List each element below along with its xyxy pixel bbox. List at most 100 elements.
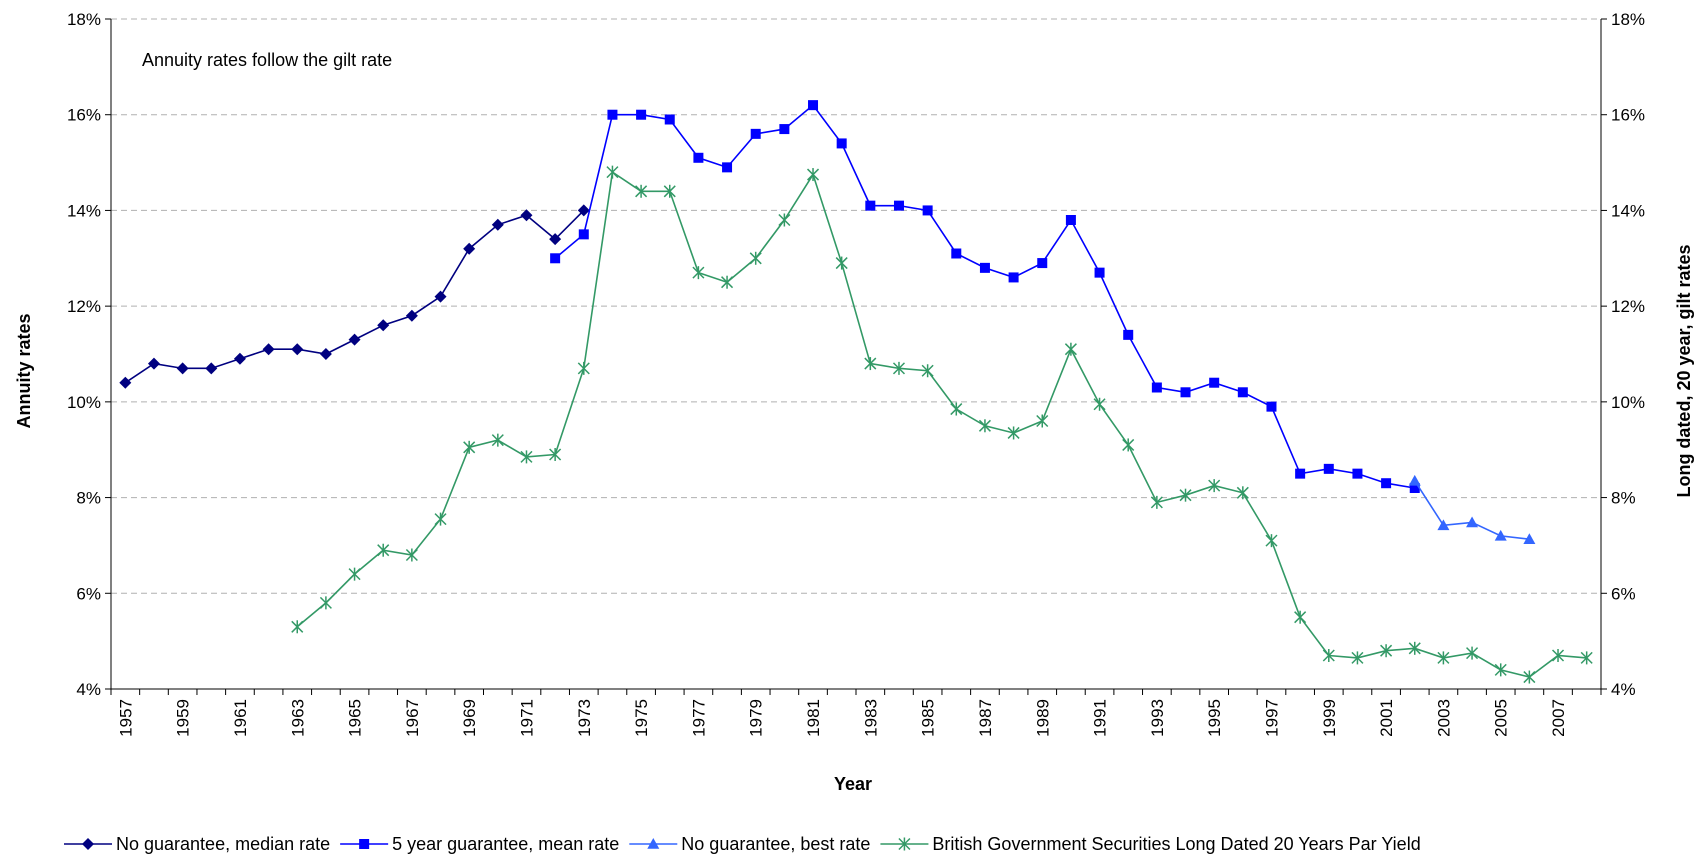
data-point [865, 200, 876, 211]
data-point [577, 204, 590, 217]
data-point [549, 233, 562, 246]
data-point [806, 168, 820, 182]
data-point [1523, 533, 1536, 545]
data-point [176, 362, 189, 375]
x-tick-label: 2007 [1549, 699, 1568, 737]
data-point [1237, 387, 1248, 398]
x-tick-label: 1977 [689, 699, 708, 737]
data-point [606, 165, 619, 179]
data-point [1236, 486, 1249, 500]
data-point [1123, 329, 1134, 340]
data-point [635, 184, 648, 198]
x-tick-label: 1989 [1033, 699, 1052, 737]
data-point [836, 138, 847, 149]
grid-layer [111, 18, 1601, 594]
data-point [233, 352, 246, 365]
series-line [296, 170, 1587, 678]
x-tick-label: 1991 [1091, 699, 1110, 737]
x-tick-label: 1965 [346, 699, 365, 737]
chart-annotation: Annuity rates follow the gilt rate [142, 50, 392, 70]
data-point [491, 218, 504, 231]
y-axis-left-title: Annuity rates [14, 313, 34, 428]
series-line [1414, 480, 1530, 541]
data-point [405, 309, 418, 322]
y-tick-label-right: 18% [1611, 10, 1645, 29]
y-tick-label-left: 4% [76, 680, 101, 699]
data-point [663, 184, 676, 198]
data-point [1094, 267, 1105, 278]
data-point [1037, 258, 1048, 269]
y-tick-label-right: 12% [1611, 297, 1645, 316]
data-point [291, 343, 304, 356]
data-point [693, 152, 704, 163]
data-point [607, 109, 618, 120]
data-point [520, 450, 533, 464]
x-tick-label: 1957 [116, 699, 135, 737]
data-point [1265, 534, 1278, 548]
data-point [405, 548, 418, 562]
legend-label: 5 year guarantee, mean rate [392, 834, 619, 854]
data-point [434, 512, 447, 526]
y-tick-label-left: 18% [67, 10, 101, 29]
data-point [892, 361, 906, 375]
legend-marker [82, 838, 94, 850]
x-tick-label: 1997 [1262, 699, 1281, 737]
data-point [1408, 641, 1421, 655]
x-tick-label: 1983 [861, 699, 880, 737]
y-tick-label-left: 10% [67, 393, 101, 412]
data-point [377, 543, 390, 557]
data-point [1150, 495, 1163, 509]
x-tick-label: 1995 [1205, 699, 1224, 737]
data-point [921, 364, 934, 378]
legend: No guarantee, median rate 5 year guarante… [64, 834, 1421, 854]
series-layer [119, 100, 1593, 684]
data-point [1494, 663, 1507, 677]
data-point [835, 256, 848, 270]
data-point [1180, 387, 1191, 398]
data-point [864, 357, 877, 371]
data-point [1008, 272, 1019, 283]
x-tick-label: 1967 [403, 699, 422, 737]
data-point [1381, 478, 1392, 489]
data-point [491, 433, 504, 447]
data-point [1065, 215, 1076, 225]
x-tick-label: 2005 [1492, 699, 1511, 737]
x-tick-label: 1999 [1320, 699, 1339, 737]
legend-label: No guarantee, median rate [116, 834, 330, 854]
data-point [950, 402, 963, 416]
data-point [434, 290, 447, 303]
axes-layer: 4% 4% 6% 6% 8% 8% 10% 10% 12% 12% 14% 14% 16% 16% 18% 1… [67, 10, 1645, 737]
x-tick-label: 1963 [288, 699, 307, 737]
y-tick-label-left: 6% [76, 584, 101, 603]
data-point [778, 213, 791, 227]
data-point [1179, 488, 1192, 502]
data-point [577, 361, 590, 375]
legend-item: No guarantee, median rate [64, 834, 330, 854]
x-tick-label: 1973 [575, 699, 594, 737]
y-tick-label-left: 8% [76, 489, 101, 508]
data-point [1437, 519, 1450, 531]
series-2 [1408, 474, 1536, 545]
y-tick-label-right: 16% [1611, 106, 1645, 125]
data-point [636, 109, 647, 120]
data-point [1151, 382, 1162, 393]
y-axis-right-title: Long dated, 20 year, gilt rates [1674, 244, 1694, 497]
data-point [978, 419, 991, 433]
data-point [1295, 468, 1306, 479]
data-point [348, 333, 361, 346]
data-point [951, 248, 962, 259]
data-point [1551, 649, 1565, 662]
data-point [1322, 649, 1335, 662]
series-3 [291, 165, 1593, 684]
x-tick-label: 1985 [919, 699, 938, 737]
x-tick-label: 1971 [517, 699, 536, 737]
x-tick-label: 1987 [976, 699, 995, 737]
x-tick-label: 2003 [1434, 699, 1453, 737]
data-point [463, 440, 476, 454]
y-tick-label-right: 8% [1611, 489, 1636, 508]
data-point [1466, 516, 1479, 528]
y-tick-label-right: 10% [1611, 393, 1645, 412]
y-tick-label-left: 14% [67, 201, 101, 220]
x-tick-label: 1981 [804, 699, 823, 737]
